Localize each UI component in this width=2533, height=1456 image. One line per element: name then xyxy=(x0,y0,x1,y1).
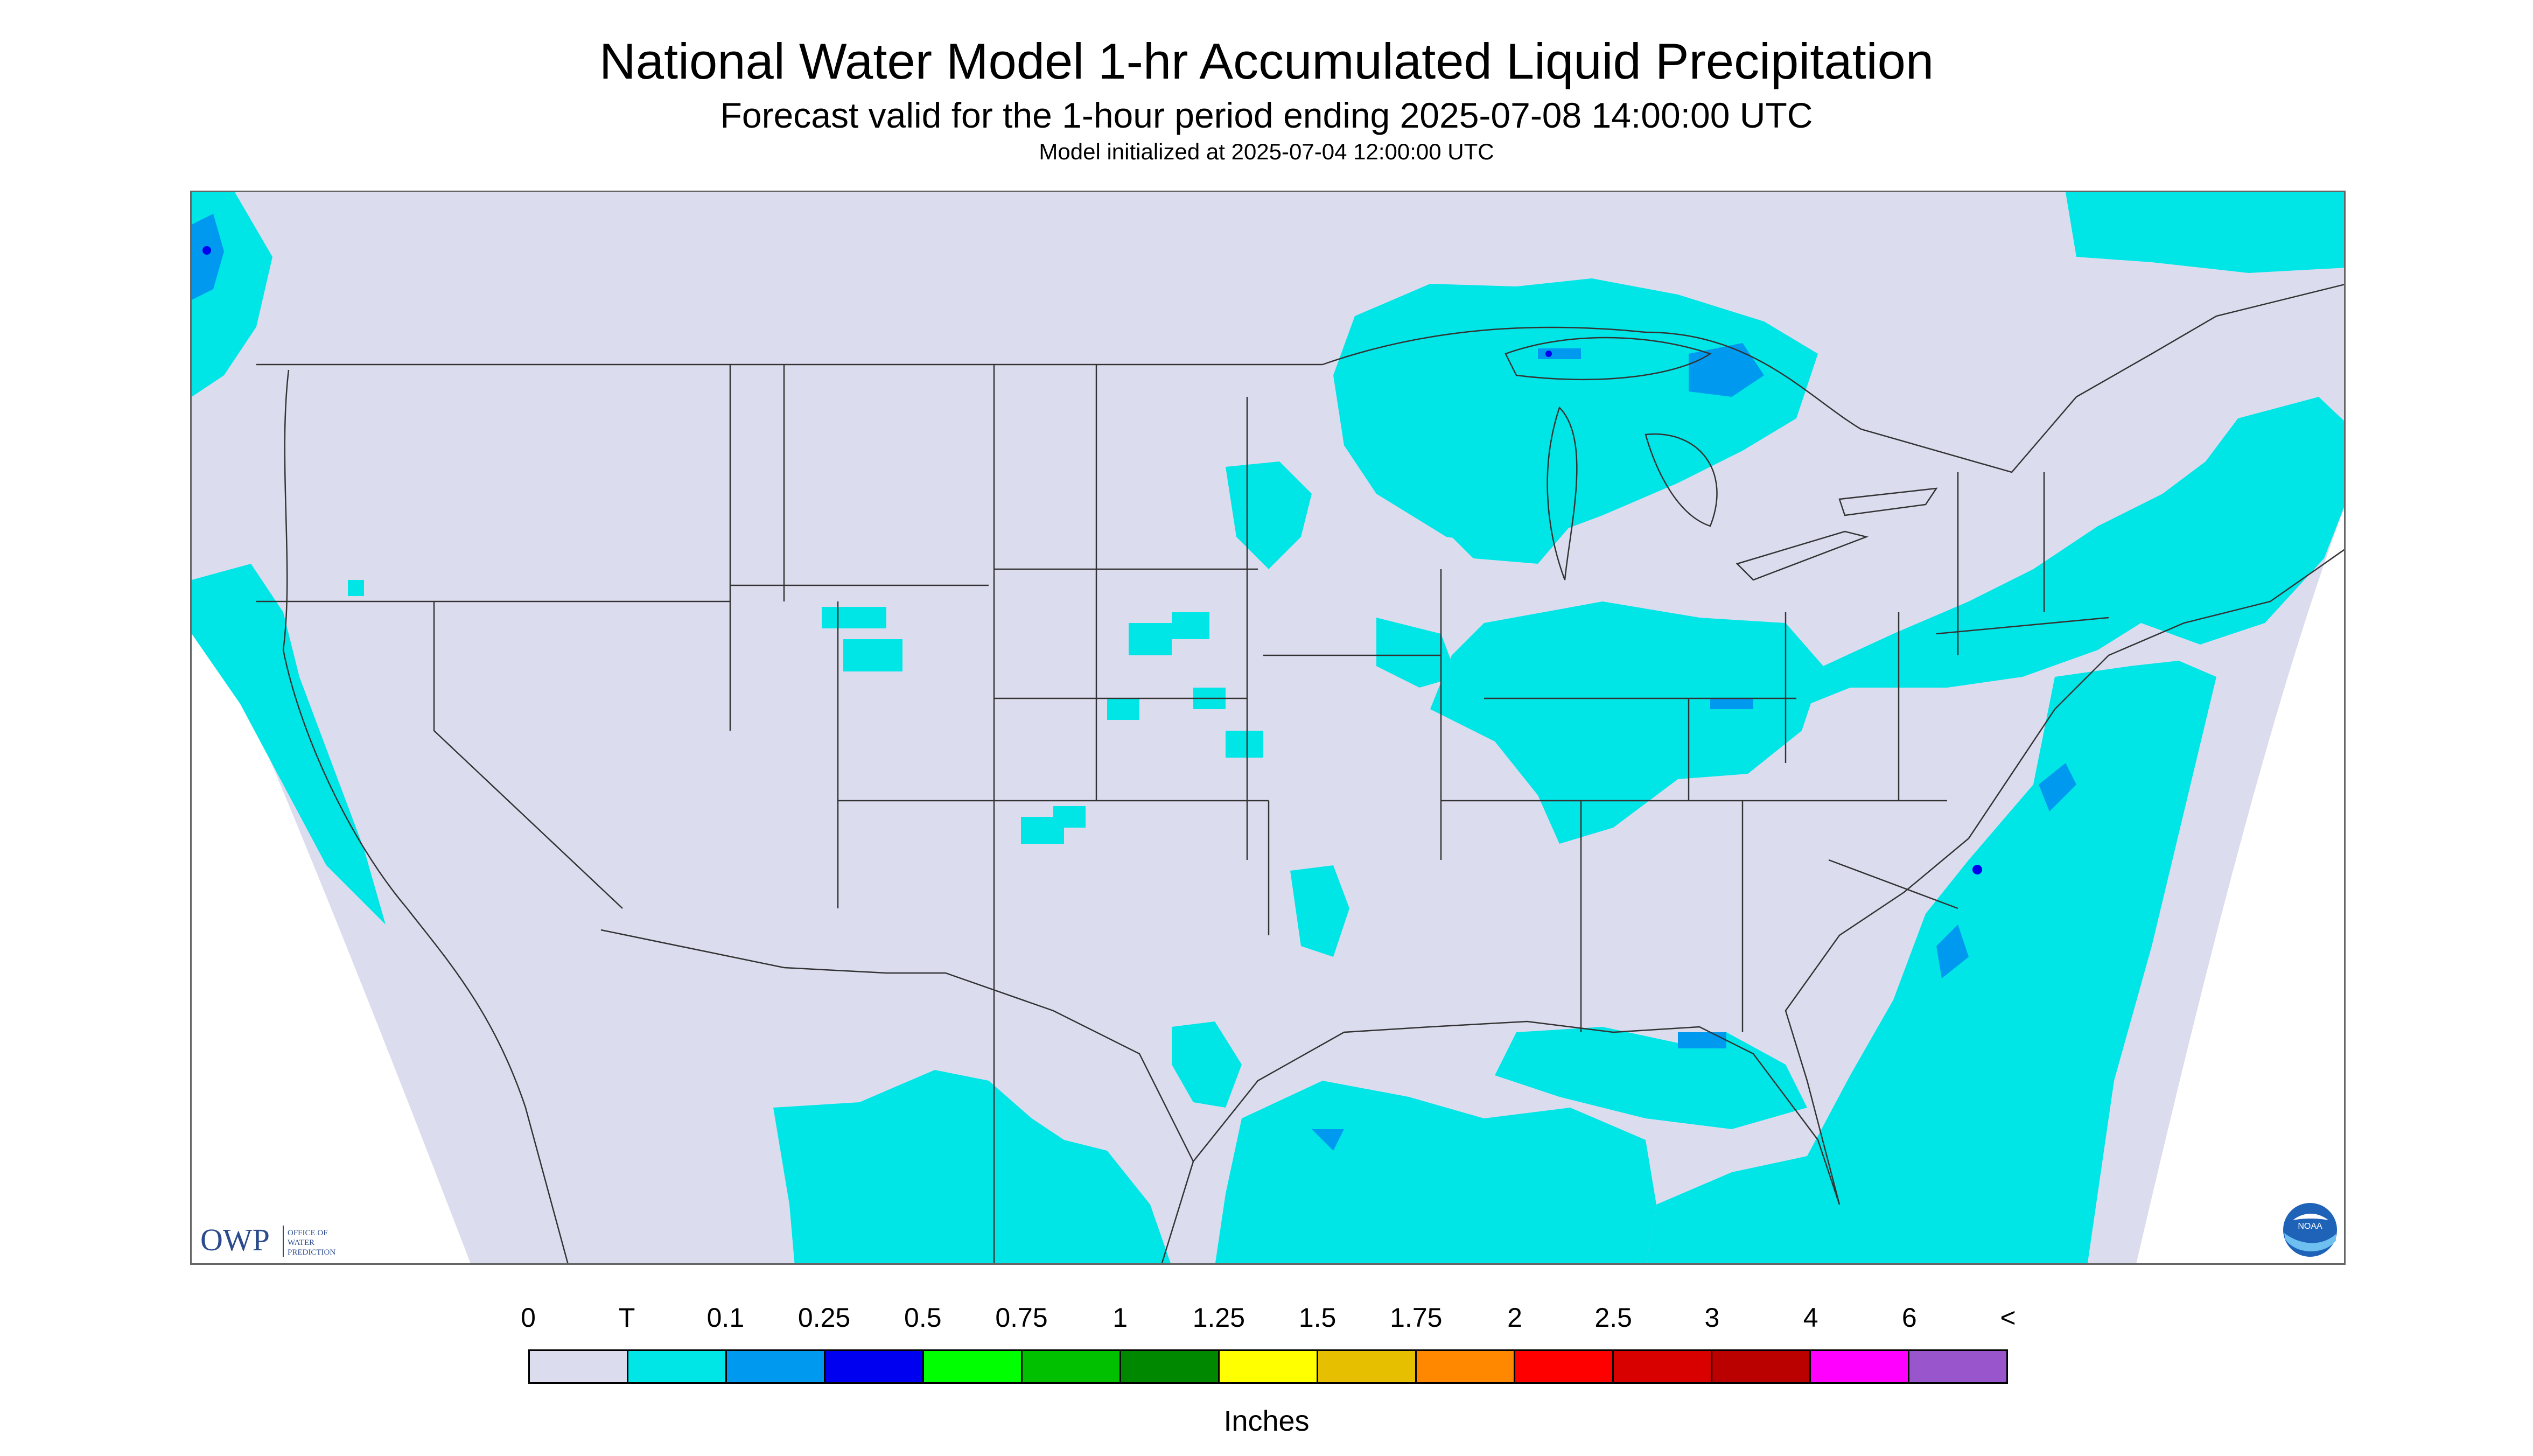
colorbar-swatch xyxy=(1121,1351,1220,1382)
legend-tick-label: 1.5 xyxy=(1298,1303,1337,1333)
legend-tick-label: 0.5 xyxy=(904,1303,942,1333)
legend-tick-label: 1 xyxy=(1112,1303,1128,1333)
colorbar-swatch xyxy=(1417,1351,1515,1382)
legend-tick-label: 3 xyxy=(1704,1303,1720,1333)
legend-labels: 0 T 0.1 0.25 0.5 0.75 1 1.25 1.5 1.75 2 2.5 3 4 6 < xyxy=(521,1302,2016,1340)
map-subtitle: Forecast valid for the 1-hour period end… xyxy=(720,95,1813,135)
colorbar-swatch xyxy=(1515,1351,1614,1382)
legend-tick-label: 1.25 xyxy=(1192,1303,1245,1333)
noaa-text: NOAA xyxy=(2298,1222,2322,1231)
legend-tick-label: 4 xyxy=(1803,1303,1818,1333)
legend-tick-label: 2 xyxy=(1507,1303,1522,1333)
legend-tick-label: < xyxy=(2000,1303,2016,1333)
colorbar-swatch xyxy=(1220,1351,1318,1382)
svg-text:WATER: WATER xyxy=(288,1238,314,1247)
legend-tick-label: 1.75 xyxy=(1390,1303,1443,1333)
colorbar-swatch xyxy=(1023,1351,1121,1382)
colorbar-swatch xyxy=(727,1351,825,1382)
legend-tick-label: 0.75 xyxy=(995,1303,1048,1333)
precip-light-blue xyxy=(192,214,2076,1151)
noaa-logo: NOAA xyxy=(2282,1202,2338,1258)
legend-units: Inches xyxy=(1223,1405,1310,1437)
colorbar-swatch xyxy=(530,1351,628,1382)
colorbar-swatch xyxy=(1909,1351,2006,1382)
owp-abbrev: OWP xyxy=(200,1222,270,1257)
colorbar xyxy=(528,1349,2008,1384)
legend-tick-label: 0.1 xyxy=(706,1303,745,1333)
colorbar-swatch xyxy=(825,1351,924,1382)
precip-dark-blue xyxy=(202,246,1982,874)
legend-tick-label: 0 xyxy=(521,1303,536,1333)
map-title: National Water Model 1-hr Accumulated Li… xyxy=(599,33,1934,89)
owp-logo: OWP OFFICE OF WATER PREDICTION xyxy=(198,1218,370,1261)
legend-tick-label: 6 xyxy=(1901,1303,1917,1333)
colorbar-swatch xyxy=(628,1351,727,1382)
boundary-lines xyxy=(256,284,2344,1263)
svg-text:OFFICE OF: OFFICE OF xyxy=(288,1229,328,1237)
legend-tick-label: 0.25 xyxy=(797,1303,851,1333)
colorbar-swatch xyxy=(1712,1351,1811,1382)
colorbar-swatch xyxy=(1811,1351,1909,1382)
map-canvas xyxy=(192,192,2344,1263)
legend-tick-label: T xyxy=(618,1303,635,1333)
svg-text:PREDICTION: PREDICTION xyxy=(288,1248,335,1257)
colorbar-swatch xyxy=(924,1351,1023,1382)
colorbar-swatch xyxy=(1614,1351,1712,1382)
precipitation-map xyxy=(190,191,2346,1265)
legend-tick-label: 2.5 xyxy=(1594,1303,1632,1333)
model-init-line: Model initialized at 2025-07-04 12:00:00… xyxy=(1039,139,1494,164)
colorbar-swatch xyxy=(1318,1351,1417,1382)
